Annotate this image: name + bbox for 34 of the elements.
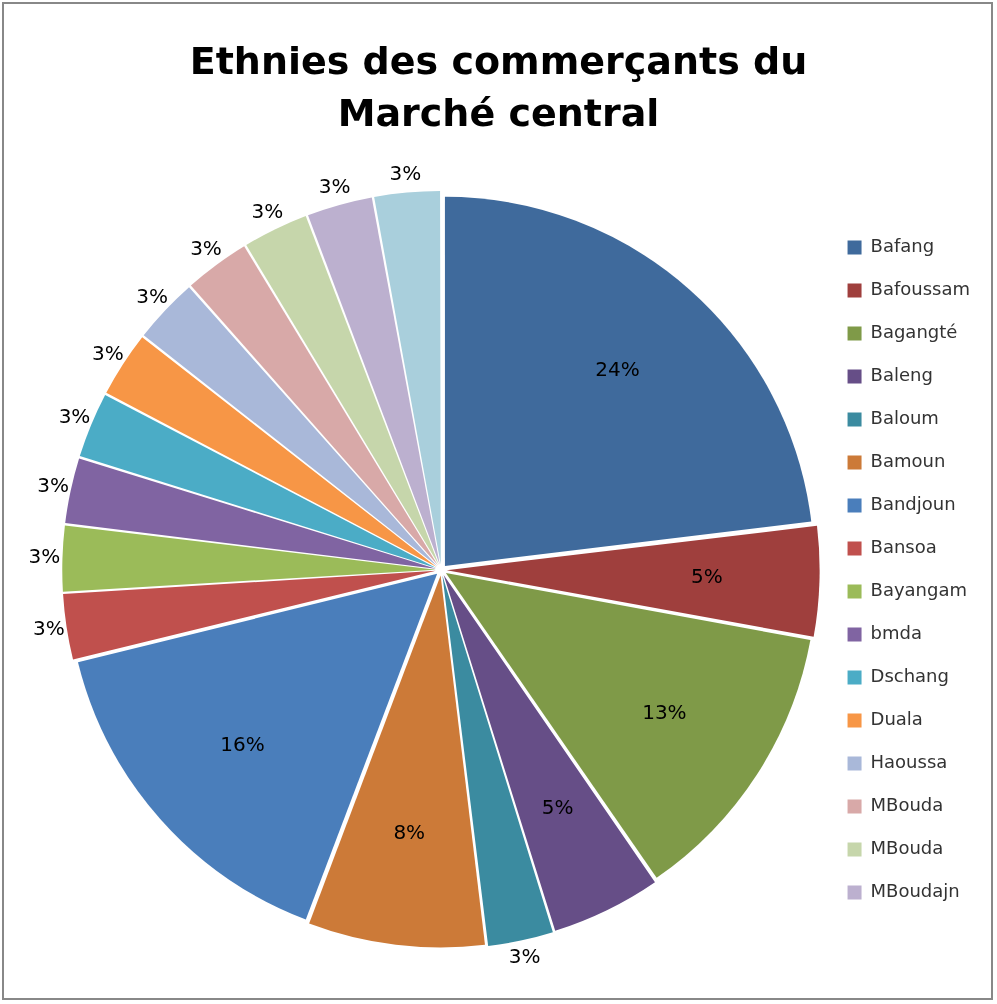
data-label: 3%	[136, 284, 169, 309]
legend-label: Baloum	[870, 407, 939, 429]
data-label: 3%	[32, 615, 65, 640]
data-label: 5%	[690, 564, 723, 589]
legend-label: Bayangam	[870, 579, 968, 601]
data-label: 3%	[28, 544, 61, 569]
data-label: 3%	[508, 944, 541, 969]
data-label: 3%	[190, 236, 222, 261]
legend-label: Bansoa	[870, 536, 937, 558]
legend-label: Bafoussam	[870, 278, 971, 300]
data-label: 3%	[92, 340, 124, 365]
legend-label: Haoussa	[870, 751, 948, 773]
data-label: 3%	[58, 404, 91, 429]
data-label: 3%	[251, 199, 284, 224]
data-label: 3%	[389, 160, 422, 185]
legend-label: Bafang	[870, 235, 935, 257]
data-label: 13%	[642, 700, 687, 725]
data-label: 24%	[595, 357, 640, 382]
data-label: 8%	[393, 819, 426, 844]
data-label: 3%	[318, 173, 351, 198]
legend-label: MBouda	[870, 837, 944, 859]
legend-label: Dschang	[870, 665, 949, 687]
data-label: 5%	[541, 795, 574, 820]
legend-label: Bamoun	[870, 450, 946, 472]
legend-label: Duala	[870, 708, 923, 730]
legend-label: MBouda	[870, 794, 944, 816]
legend-label: bmda	[870, 622, 922, 644]
legend-label: MBoudajn	[870, 880, 960, 902]
legend-label: Baleng	[870, 364, 933, 386]
data-label: 16%	[220, 732, 265, 757]
legend-label: Bandjoun	[870, 493, 956, 515]
data-label: 3%	[37, 472, 69, 497]
legend-label: Bagangté	[870, 321, 958, 343]
chart-title: Ethnies des commerçants du Marché central	[188, 38, 809, 137]
